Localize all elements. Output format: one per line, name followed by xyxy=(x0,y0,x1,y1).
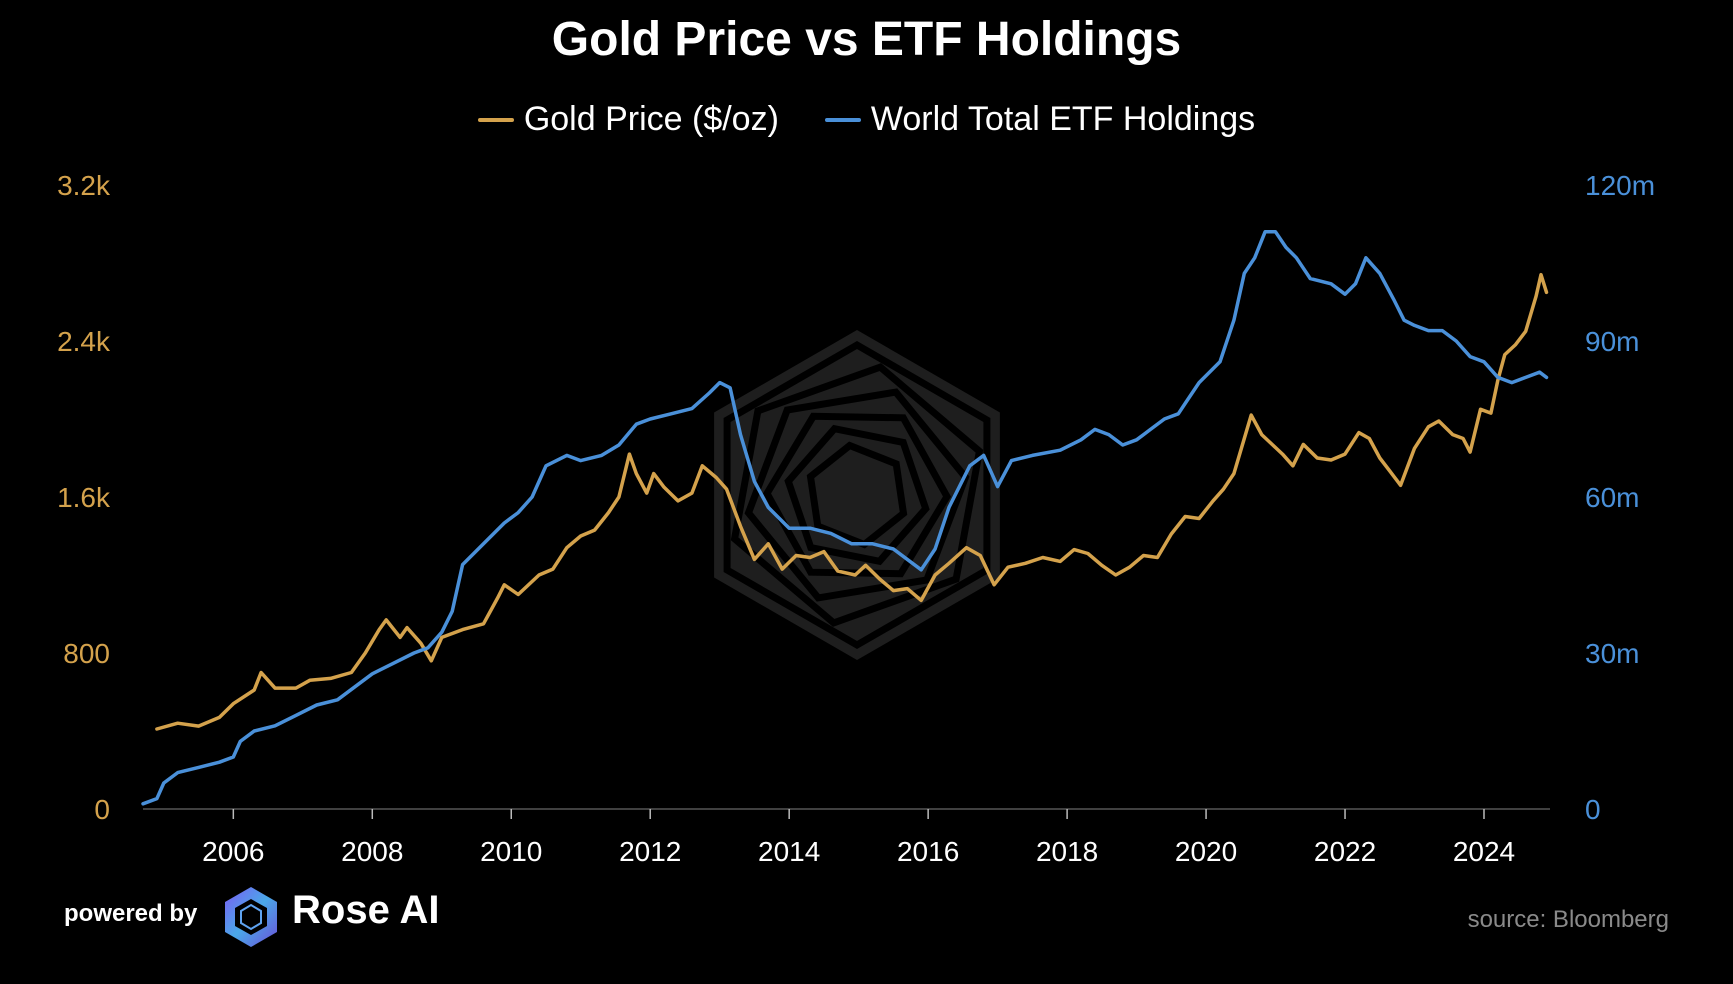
legend-swatch-etf xyxy=(824,117,861,122)
x-tick-label: 2024 xyxy=(1453,836,1515,867)
legend-swatch-gold xyxy=(477,117,514,122)
y-right-tick-label: 90m xyxy=(1585,326,1639,357)
series-layer xyxy=(141,230,1549,806)
x-tick-label: 2014 xyxy=(758,836,820,867)
gold-price-line xyxy=(155,272,1549,731)
legend-item-gold[interactable]: Gold Price ($/oz) xyxy=(477,100,779,139)
y-left-tick-label: 2.4k xyxy=(57,326,111,357)
x-tick-label: 2016 xyxy=(897,836,959,867)
y-left-tick-label: 1.6k xyxy=(57,482,111,513)
brand-name[interactable]: Rose AI xyxy=(292,888,440,932)
y-left-tick-label: 800 xyxy=(63,638,110,669)
watermark-ring xyxy=(784,424,930,566)
watermark-ring xyxy=(730,363,984,627)
y-left-tick-label: 3.2k xyxy=(57,170,111,201)
legend-item-etf[interactable]: World Total ETF Holdings xyxy=(824,100,1256,139)
powered-by-label: powered by xyxy=(64,900,198,927)
y-right-tick-label: 0 xyxy=(1585,794,1601,825)
x-tick-label: 2006 xyxy=(202,836,264,867)
x-tick-label: 2010 xyxy=(480,836,542,867)
watermark-ring xyxy=(762,412,952,578)
legend-label-etf: World Total ETF Holdings xyxy=(870,100,1256,138)
watermark-ring xyxy=(806,441,908,549)
rose-ai-logo-icon[interactable] xyxy=(222,885,280,949)
x-tick-label: 2008 xyxy=(341,836,403,867)
y-right-tick-label: 30m xyxy=(1585,638,1639,669)
y-left-tick-label: 0 xyxy=(94,794,110,825)
x-tick-label: 2020 xyxy=(1175,836,1237,867)
chart-title: Gold Price vs ETF Holdings xyxy=(551,13,1182,66)
legend: Gold Price ($/oz) World Total ETF Holdin… xyxy=(0,100,1733,139)
y-right-tick-label: 120m xyxy=(1585,170,1655,201)
x-tick-label: 2018 xyxy=(1036,836,1098,867)
y-right-tick-label: 60m xyxy=(1585,482,1639,513)
axes: 2006 2008 2010 2012 2014 2016 2018 2020 2022 2024… xyxy=(57,170,1655,867)
etf-holdings-line xyxy=(141,230,1549,806)
legend-label-gold: Gold Price ($/oz) xyxy=(523,100,779,138)
x-tick-label: 2012 xyxy=(619,836,681,867)
watermark-ring xyxy=(723,340,991,650)
source-label: source: Bloomberg xyxy=(1467,906,1669,933)
x-tick-label: 2022 xyxy=(1314,836,1376,867)
